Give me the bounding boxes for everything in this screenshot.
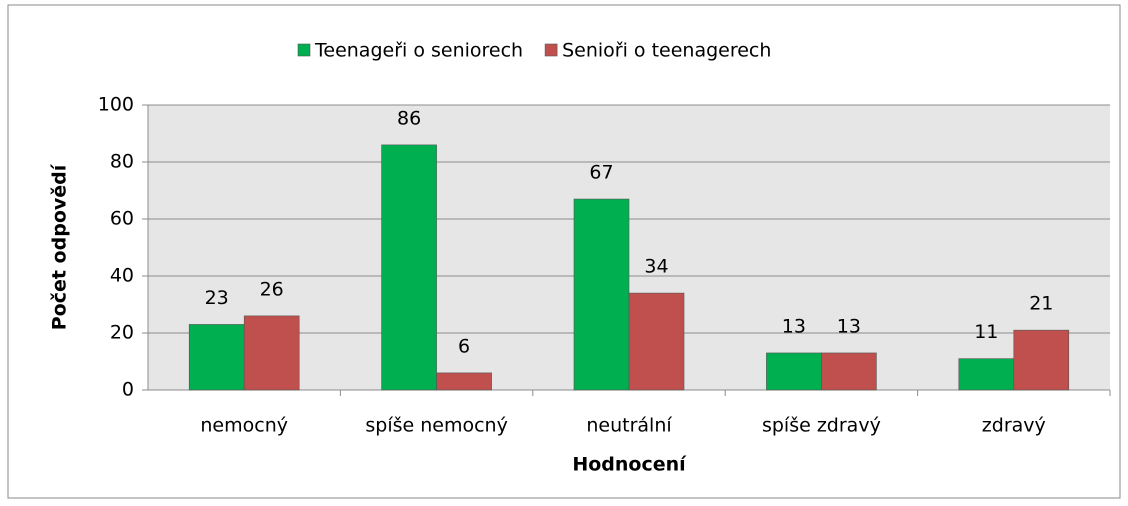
x-tick-label: spíše zdravý	[762, 415, 881, 437]
x-tick-label: spíše nemocný	[365, 415, 507, 437]
legend-swatch	[297, 43, 311, 57]
bar	[821, 352, 877, 391]
y-tick-label: 0	[122, 379, 134, 401]
bar	[958, 358, 1015, 391]
y-tick-label: 60	[110, 208, 134, 230]
data-label: 23	[205, 287, 229, 309]
bar	[766, 352, 822, 391]
data-label: 86	[397, 107, 421, 129]
bar	[573, 198, 630, 391]
bar	[243, 315, 300, 391]
legend-label: Teenageři o seniorech	[314, 40, 523, 62]
x-tick-label: zdravý	[982, 415, 1046, 437]
data-label: 26	[260, 278, 284, 300]
x-axis-title: Hodnocení	[572, 454, 687, 476]
bar	[436, 372, 492, 391]
data-label: 21	[1029, 293, 1053, 315]
x-tick-label: nemocný	[200, 415, 288, 437]
data-label: 67	[589, 162, 613, 184]
x-tick-label: neutrální	[586, 415, 672, 437]
legend-label: Senioři o teenagerech	[562, 40, 771, 62]
data-label: 6	[458, 335, 470, 357]
y-tick-label: 80	[110, 151, 134, 173]
y-tick-label: 40	[110, 265, 134, 287]
bar	[1013, 329, 1070, 391]
legend-swatch	[544, 43, 558, 57]
data-label: 34	[644, 256, 668, 278]
data-label: 13	[837, 315, 861, 337]
y-axis-title: Počet odpovědí	[49, 163, 71, 330]
y-tick-label: 100	[98, 94, 134, 116]
data-label: 13	[782, 315, 806, 337]
y-tick-label: 20	[110, 322, 134, 344]
bar	[628, 292, 685, 391]
bar	[381, 144, 437, 391]
bar	[188, 324, 245, 391]
data-label: 11	[974, 321, 998, 343]
